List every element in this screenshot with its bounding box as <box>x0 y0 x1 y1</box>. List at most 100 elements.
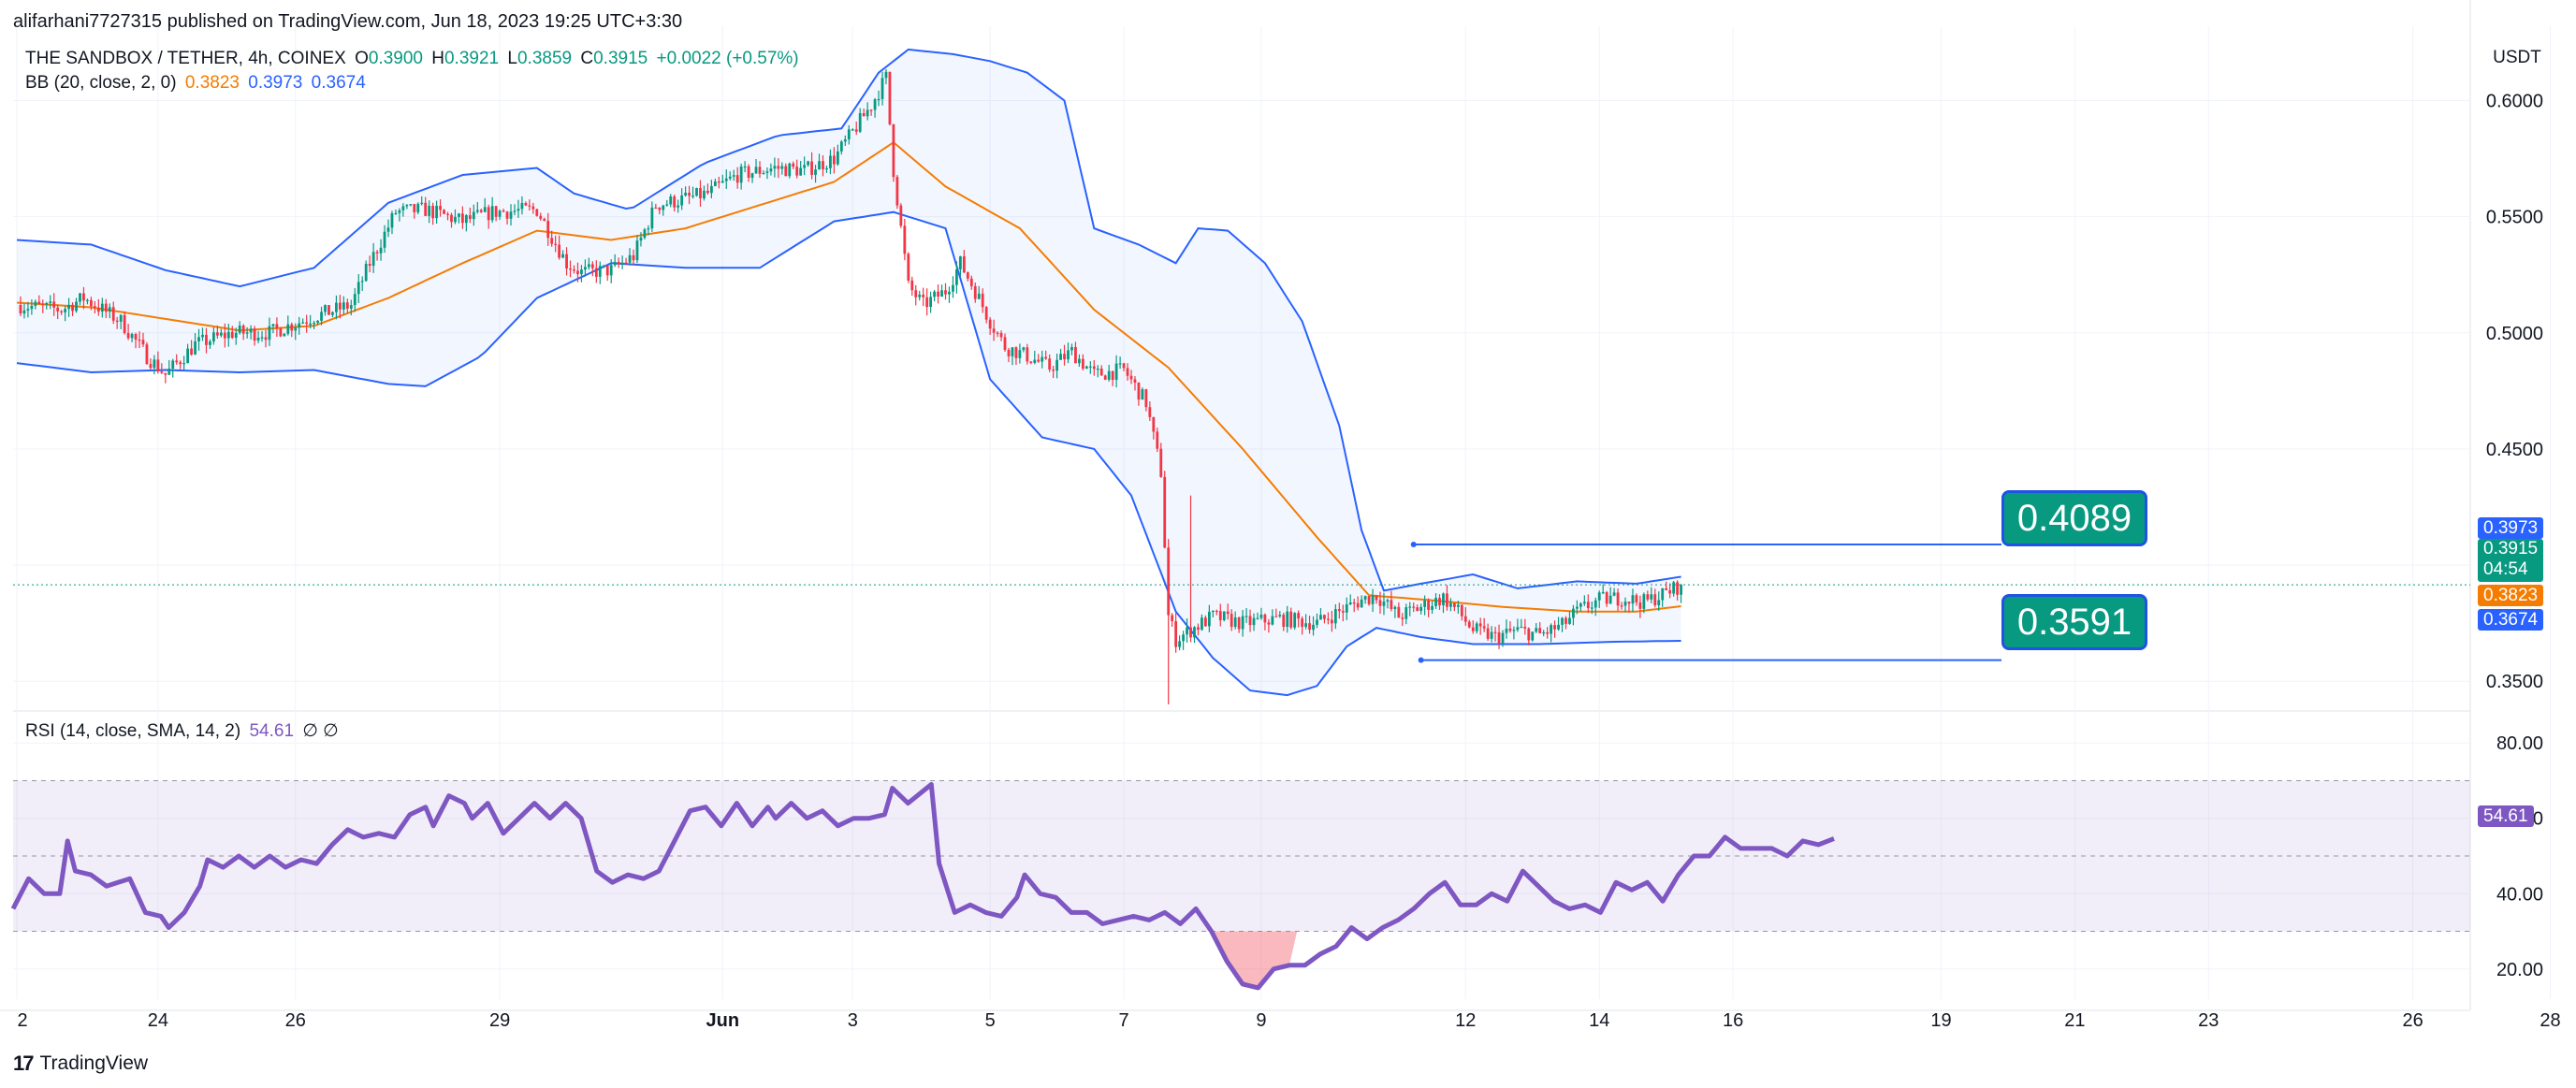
level-callout-upper[interactable]: 0.4089 <box>2001 490 2147 546</box>
candle-body <box>594 268 598 277</box>
candle-body <box>238 326 241 333</box>
bollinger-label[interactable]: BB (20, close, 2, 0) <box>25 73 177 93</box>
candle-body <box>632 254 635 261</box>
candle-body <box>1356 602 1360 608</box>
candle-body <box>1137 382 1141 400</box>
candle-body <box>750 173 754 178</box>
candle-body <box>1523 626 1527 629</box>
candle-body <box>539 215 543 219</box>
price-axis[interactable]: 0.6000 0.5500 0.5000 0.4500 0.3500 <box>2486 92 2543 693</box>
candle-body <box>814 169 817 175</box>
candle-body <box>1631 595 1635 604</box>
candle-body <box>605 265 609 276</box>
candle-body <box>1665 588 1668 590</box>
candle-body <box>732 175 735 177</box>
candle-body <box>1623 602 1627 606</box>
candle-body <box>1605 592 1608 604</box>
candle-body <box>409 204 413 206</box>
candle-body <box>1159 448 1163 477</box>
candle-body <box>807 161 810 166</box>
candle-body <box>230 331 234 339</box>
candle-body <box>1182 634 1185 642</box>
candle-body <box>847 129 851 140</box>
candle-body <box>1081 358 1084 370</box>
candle-body <box>546 221 550 239</box>
candle-body <box>1148 407 1152 417</box>
tradingview-logo[interactable]: 17 TradingView <box>13 1052 148 1076</box>
symbol-name[interactable]: THE SANDBOX / TETHER, 4h, COINEX <box>25 49 346 68</box>
candle-body <box>747 166 750 178</box>
candle-body <box>1635 595 1638 602</box>
candle-body <box>1055 359 1058 371</box>
candle-body <box>1531 631 1535 641</box>
candle-body <box>1553 625 1556 630</box>
candle-body <box>780 166 784 169</box>
symbol-legend[interactable]: THE SANDBOX / TETHER, 4h, COINEX O0.3900… <box>25 49 803 69</box>
price-pane[interactable] <box>13 48 2470 705</box>
candle-body <box>1672 582 1676 594</box>
candle-body <box>1018 350 1022 358</box>
candle-body <box>1650 594 1653 600</box>
bollinger-legend[interactable]: BB (20, close, 2, 0) 0.3823 0.3973 0.367… <box>25 73 370 94</box>
candle-body <box>1222 611 1226 620</box>
rsi-label[interactable]: RSI (14, close, SMA, 14, 2) <box>25 721 241 741</box>
candle-body <box>758 167 762 174</box>
candle-body <box>1033 359 1037 363</box>
candle-body <box>1579 603 1582 607</box>
low-label: L <box>507 49 517 68</box>
candle-body <box>914 290 918 297</box>
candle-body <box>1612 592 1616 596</box>
candle-body <box>624 262 628 264</box>
horizontal-levels[interactable] <box>1410 541 2001 663</box>
time-axis[interactable]: 2 24 26 29 Jun 3 5 7 9 12 14 16 19 21 23 26 28 <box>17 1010 2560 1031</box>
candle-body <box>1226 611 1230 615</box>
candle-body <box>298 323 301 328</box>
candle-body <box>294 327 298 331</box>
candle-body <box>903 225 907 254</box>
candle-body <box>353 294 357 306</box>
candle-body <box>1174 620 1178 647</box>
candle-body <box>90 299 93 307</box>
candle-body <box>509 211 513 219</box>
candle-body <box>944 290 947 295</box>
rsi-legend[interactable]: RSI (14, close, SMA, 14, 2) 54.61 ∅ ∅ <box>25 720 342 742</box>
candle-body <box>895 177 899 206</box>
candle-body <box>1167 547 1171 616</box>
candle-body <box>620 262 624 265</box>
candle-body <box>543 218 546 222</box>
candle-body <box>305 322 309 325</box>
candle-body <box>479 210 483 212</box>
candle-body <box>699 188 702 199</box>
candle-body <box>531 206 535 210</box>
grid <box>0 0 2552 1011</box>
x-tick-label: 26 <box>285 1010 306 1031</box>
candle-body <box>93 306 96 308</box>
candle-body <box>52 301 56 308</box>
candle-body <box>688 193 691 196</box>
candle-body <box>1156 431 1159 449</box>
candle-body <box>799 167 803 176</box>
candle-body <box>966 272 969 279</box>
candle-body <box>416 203 420 212</box>
level-callout-lower[interactable]: 0.3591 <box>2001 594 2147 650</box>
candle-body <box>1493 631 1497 633</box>
candle-body <box>720 181 724 183</box>
candle-body <box>316 320 319 323</box>
candle-body <box>1178 641 1182 647</box>
candle-body <box>390 212 394 228</box>
candle-body <box>996 332 999 334</box>
candle-body <box>1419 606 1423 612</box>
level-anchor <box>1410 541 1417 547</box>
low-value: 0.3859 <box>517 49 573 68</box>
candle-body <box>1129 375 1133 380</box>
candle-body <box>342 302 345 310</box>
candle-body <box>1620 605 1623 607</box>
candle-body <box>45 302 49 305</box>
candle-body <box>450 214 453 223</box>
open-value: 0.3900 <box>368 49 423 68</box>
candle-body <box>513 210 517 212</box>
rsi-pane[interactable] <box>10 779 2470 991</box>
candle-body <box>962 256 966 273</box>
